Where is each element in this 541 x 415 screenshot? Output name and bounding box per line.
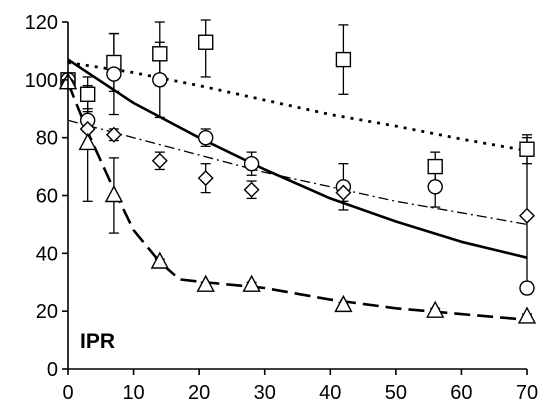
data-point-circle: [106, 66, 122, 82]
y-tick-label-80: 80: [36, 128, 58, 150]
axes: [67, 22, 527, 370]
data-point-triangle: [426, 300, 445, 318]
fit-line-solid: [67, 58, 528, 259]
x-tick-label-40: 40: [319, 382, 341, 404]
data-markers: [58, 34, 537, 324]
data-point-square: [335, 51, 352, 68]
x-tick-label-70: 70: [516, 382, 538, 404]
data-point-diamond: [197, 170, 214, 187]
data-point-triangle: [104, 185, 124, 203]
x-tick-label-30: 30: [254, 382, 276, 404]
data-point-diamond: [105, 126, 122, 143]
ticks: 0 10 20 30 40 50 60 70 0 20 40 60 80 100 120: [25, 12, 539, 404]
data-point-triangle: [517, 306, 537, 324]
y-tick-label-40: 40: [36, 243, 58, 265]
data-point-triangle: [150, 251, 169, 269]
data-point-circle: [197, 129, 214, 146]
data-point-square: [519, 141, 535, 157]
data-point-circle: [243, 155, 260, 172]
data-point-square: [152, 46, 168, 62]
x-tick-label-60: 60: [450, 382, 472, 404]
error-bars: [63, 19, 532, 321]
data-point-diamond: [243, 181, 260, 198]
x-tick-label-10: 10: [122, 382, 144, 404]
y-tick-label-120: 120: [25, 12, 58, 34]
y-tick-label-20: 20: [36, 301, 58, 323]
data-point-circle: [152, 72, 168, 88]
x-tick-label-0: 0: [62, 382, 73, 404]
data-point-diamond: [151, 152, 168, 169]
data-point-triangle: [78, 132, 97, 151]
x-tick-label-20: 20: [188, 382, 210, 404]
panel-label: IPR: [80, 330, 115, 353]
data-point-circle: [519, 280, 535, 296]
fit-line-dash-dot: [67, 119, 528, 226]
y-tick-label-60: 60: [36, 186, 58, 208]
data-point-diamond: [519, 207, 535, 224]
data-point-diamond: [335, 184, 352, 201]
data-point-triangle: [334, 294, 353, 313]
y-tick-label-0: 0: [47, 359, 58, 381]
y-tick-label-100: 100: [25, 70, 58, 92]
data-point-triangle: [242, 274, 261, 292]
data-point-square: [197, 34, 214, 50]
data-point-square: [79, 86, 96, 102]
x-tick-label-50: 50: [385, 382, 407, 404]
data-point-triangle: [196, 274, 215, 292]
fit-lines: [66, 58, 528, 322]
fit-line-dotted: [67, 61, 528, 153]
fit-line-dashed: [66, 82, 528, 322]
data-point-square: [427, 158, 443, 175]
data-point-circle: [427, 179, 443, 195]
